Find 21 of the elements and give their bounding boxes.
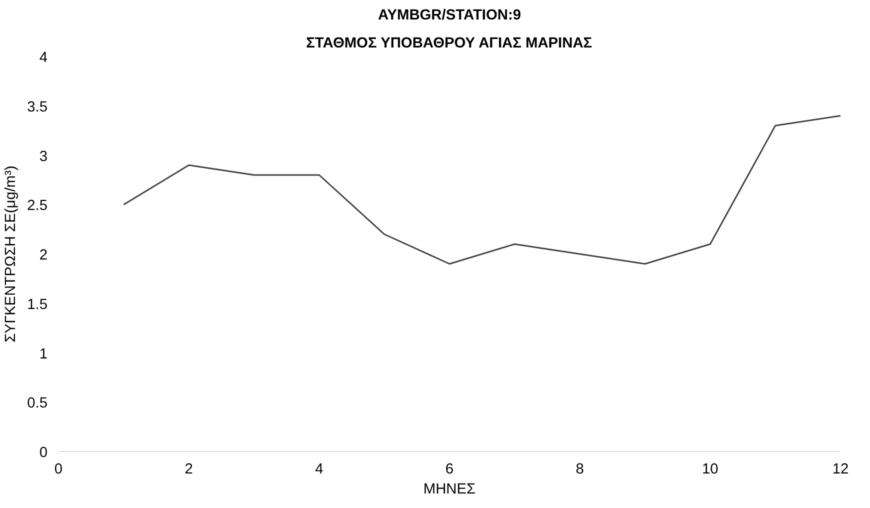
y-tick-label: 3.5 [27, 99, 48, 116]
chart-title: AYMBGR/STATION:9 [378, 8, 522, 24]
y-axis-title: ΣΥΓΚΕΝΤΡΩΣΗ ΣΕ(μg/m³) [3, 166, 20, 342]
x-tick-label: 0 [54, 462, 63, 478]
x-axis-title: ΜΗΝΕΣ [423, 482, 476, 498]
y-tick-label: 4 [39, 50, 48, 66]
x-tick-label: 4 [315, 462, 324, 478]
y-tick-label: 0.5 [27, 396, 48, 412]
y-tick-label: 2.5 [27, 198, 48, 214]
y-tick-label: 1.5 [27, 296, 48, 313]
y-tick-label: 0 [39, 445, 48, 461]
y-tick-label: 1 [39, 346, 48, 362]
line-series [122, 115, 840, 265]
x-tick-label: 6 [445, 462, 454, 478]
chart-subtitle: ΣΤΑΘΜΟΣ ΥΠΟΒΑΘΡΟΥ ΑΓΙΑΣ ΜΑΡΙΝΑΣ [306, 36, 592, 52]
x-tick-label: 10 [702, 462, 718, 478]
y-tick-label: 3 [39, 148, 48, 165]
y-tick-label: 2 [39, 248, 48, 264]
x-tick-label: 12 [832, 462, 849, 478]
x-tick-label: 8 [576, 462, 584, 478]
x-tick-label: 2 [184, 462, 193, 478]
